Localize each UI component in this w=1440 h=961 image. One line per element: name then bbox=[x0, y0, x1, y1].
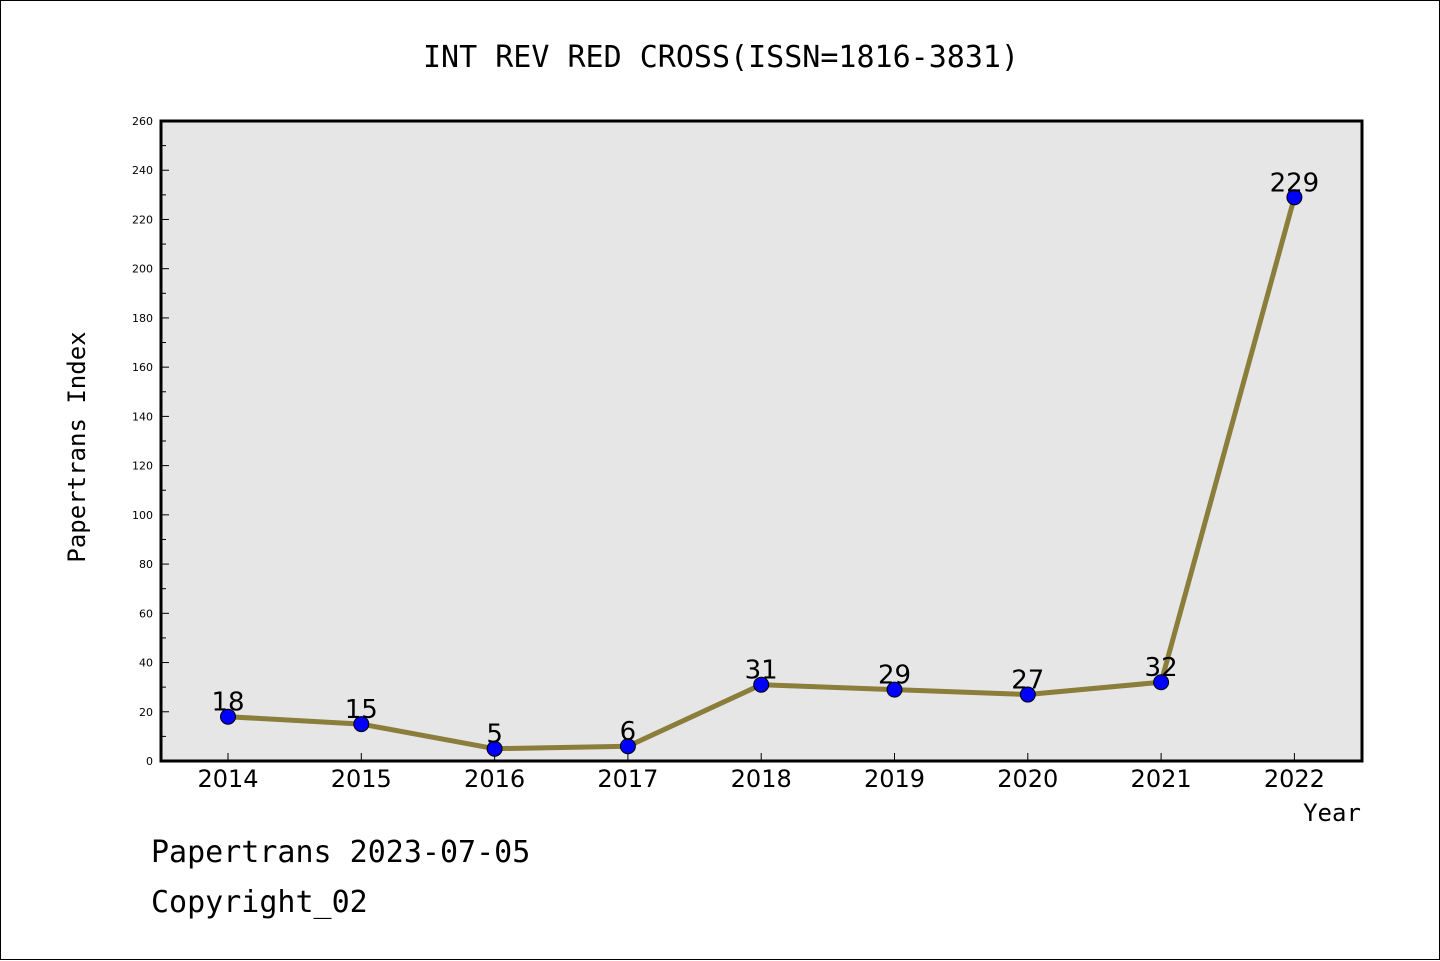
y-tick-label: 0 bbox=[146, 755, 153, 768]
x-tick-label: 2020 bbox=[997, 765, 1058, 793]
data-label: 29 bbox=[878, 661, 911, 691]
x-tick-label: 2022 bbox=[1264, 765, 1325, 793]
data-point bbox=[1286, 189, 1303, 206]
y-tick-label: 120 bbox=[132, 460, 153, 473]
y-tick-label: 160 bbox=[132, 361, 153, 374]
data-point bbox=[220, 708, 236, 725]
data-point bbox=[353, 716, 370, 733]
y-axis-label: Papertrans Index bbox=[63, 331, 91, 562]
data-label: 27 bbox=[1011, 666, 1044, 696]
x-tick-label: 2016 bbox=[464, 765, 525, 793]
data-point bbox=[886, 681, 903, 698]
y-tick-label: 240 bbox=[132, 164, 153, 177]
data-point bbox=[619, 738, 636, 755]
data-label: 18 bbox=[211, 688, 244, 718]
chart-title: INT REV RED CROSS(ISSN=1816-3831) bbox=[423, 40, 1019, 75]
data-point bbox=[1019, 686, 1036, 703]
footer-copyright: Copyright_02 bbox=[151, 885, 368, 920]
y-tick-label: 20 bbox=[139, 706, 153, 719]
y-tick-label: 140 bbox=[132, 410, 153, 423]
data-point bbox=[1153, 674, 1170, 691]
data-label: 15 bbox=[345, 695, 378, 725]
series-group bbox=[220, 189, 1303, 757]
y-axis: 0 20 40 60 80 100 120 140 160 180 200 220 240 260 bbox=[132, 115, 169, 768]
data-point bbox=[486, 740, 503, 757]
data-label: 32 bbox=[1145, 653, 1178, 683]
y-tick-label: 80 bbox=[139, 558, 153, 571]
x-tick-label: 2014 bbox=[197, 765, 258, 793]
x-axis: 2014 2015 2016 2017 2018 2019 2020 2021 2022 bbox=[197, 753, 1325, 793]
y-tick-label: 180 bbox=[132, 312, 153, 325]
data-labels: 18 15 5 6 31 29 27 32 229 bbox=[211, 168, 1319, 749]
data-label: 6 bbox=[620, 717, 637, 747]
y-tick-label: 260 bbox=[132, 115, 153, 128]
y-tick-label: 40 bbox=[139, 657, 153, 670]
y-tick-label: 100 bbox=[132, 509, 153, 522]
x-tick-label: 2019 bbox=[864, 765, 925, 793]
data-label: 229 bbox=[1270, 168, 1320, 198]
footer-date: Papertrans 2023-07-05 bbox=[151, 835, 531, 870]
x-tick-label: 2017 bbox=[597, 765, 658, 793]
data-label: 5 bbox=[486, 720, 503, 750]
data-label: 31 bbox=[745, 656, 778, 686]
y-tick-label: 220 bbox=[132, 213, 153, 226]
y-tick-label: 200 bbox=[132, 263, 153, 276]
data-point bbox=[753, 676, 770, 693]
x-axis-label: Year bbox=[1303, 799, 1361, 827]
plot-area bbox=[159, 119, 1364, 763]
x-tick-label: 2015 bbox=[331, 765, 392, 793]
x-tick-label: 2021 bbox=[1131, 765, 1192, 793]
y-tick-label: 60 bbox=[139, 607, 153, 620]
x-tick-label: 2018 bbox=[731, 765, 792, 793]
